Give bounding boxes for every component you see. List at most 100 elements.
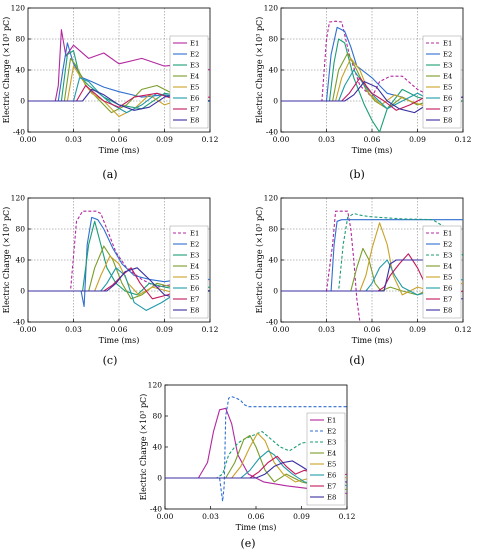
legend-label-e8: E8 xyxy=(190,307,199,315)
x-tick-label: 0.00 xyxy=(273,135,290,144)
legend-box xyxy=(169,35,209,129)
panel-label: (d) xyxy=(349,354,365,367)
y-tick-label: 120 xyxy=(148,381,163,390)
y-tick-label: -40 xyxy=(266,128,278,137)
x-tick-label: 0.06 xyxy=(364,135,381,144)
x-axis-title: Time (ms) xyxy=(99,336,140,345)
y-axis-title: Electric Charge (×10³ pC) xyxy=(139,394,148,501)
legend-label-e6: E6 xyxy=(190,95,199,103)
x-tick-label: 0.00 xyxy=(157,512,174,521)
legend: E1 E2 E3 E4 E5 E6 E7 E8 xyxy=(422,225,462,319)
legend-box xyxy=(422,225,462,319)
panel-b: 0.00 0.03 0.06 0.09 0.12 -40 0 40 80 120 Time (ms)… xyxy=(255,4,472,182)
y-tick-label: 0 xyxy=(273,287,278,296)
x-tick-label: 0.12 xyxy=(202,325,219,334)
panel-c: 0.00 0.03 0.06 0.09 0.12 -40 0 40 80 120 Time (ms)… xyxy=(2,194,219,368)
legend-label-e4: E4 xyxy=(327,450,336,458)
legend-label-e7: E7 xyxy=(443,296,452,304)
y-tick-label: 120 xyxy=(264,4,279,13)
legend-label-e8: E8 xyxy=(327,494,336,502)
series-line-e4 xyxy=(165,434,347,491)
x-tick-label: 0.12 xyxy=(455,135,472,144)
y-tick-label: 120 xyxy=(11,194,26,203)
y-tick-label: 80 xyxy=(15,225,25,234)
legend-label-e8: E8 xyxy=(443,117,452,125)
y-tick-label: 120 xyxy=(264,194,279,203)
y-tick-label: 40 xyxy=(268,66,278,75)
y-tick-label: 40 xyxy=(15,256,25,265)
legend-label-e3: E3 xyxy=(190,62,199,70)
panel-d: 0.00 0.03 0.06 0.09 0.12 -40 0 40 80 120 Time (ms)… xyxy=(255,194,472,368)
panel-a: 0.00 0.03 0.06 0.09 0.12 -40 0 40 80 120 Time (ms)… xyxy=(2,4,219,182)
series-line-e1 xyxy=(28,210,210,292)
series-line-e5 xyxy=(281,222,463,296)
legend-label-e4: E4 xyxy=(190,73,199,81)
series-line-e1 xyxy=(165,407,347,495)
series-line-e3 xyxy=(281,212,463,292)
y-tick-label: 80 xyxy=(268,225,278,234)
legend-label-e1: E1 xyxy=(327,417,336,425)
series-line-e2 xyxy=(165,396,347,502)
legend-box xyxy=(306,412,346,506)
y-axis-title: Electric Charge (×10³ pC) xyxy=(255,17,264,124)
series-lines xyxy=(28,29,210,118)
y-tick-label: 0 xyxy=(273,97,278,106)
legend-label-e5: E5 xyxy=(327,461,336,469)
panel-label: (c) xyxy=(103,354,118,367)
legend: E1 E2 E3 E4 E5 E6 E7 E8 xyxy=(422,35,462,129)
panel-label: (e) xyxy=(240,537,255,550)
legend-box xyxy=(422,35,462,129)
y-tick-label: 120 xyxy=(11,4,26,13)
series-line-e4 xyxy=(281,247,463,296)
legend-label-e7: E7 xyxy=(190,106,199,114)
legend: E1 E2 E3 E4 E5 E6 E7 E8 xyxy=(169,225,209,319)
legend-label-e6: E6 xyxy=(443,95,452,103)
series-line-e1 xyxy=(28,29,210,102)
legend-label-e5: E5 xyxy=(190,84,199,92)
series-line-e1 xyxy=(281,210,361,322)
x-tick-label: 0.06 xyxy=(248,512,265,521)
legend-label-e7: E7 xyxy=(190,296,199,304)
panel-label: (a) xyxy=(102,168,117,181)
legend-box xyxy=(169,225,209,319)
x-tick-label: 0.00 xyxy=(20,325,37,334)
legend-label-e6: E6 xyxy=(190,285,199,293)
legend: E1 E2 E3 E4 E5 E6 E7 E8 xyxy=(306,412,346,506)
legend: E1 E2 E3 E4 E5 E6 E7 E8 xyxy=(169,35,209,129)
x-axis-title: Time (ms) xyxy=(352,336,393,345)
legend-label-e6: E6 xyxy=(443,285,452,293)
x-tick-label: 0.09 xyxy=(156,325,173,334)
y-axis-title: Electric Charge (×10³ pC) xyxy=(2,207,11,314)
series-line-e3 xyxy=(281,38,463,132)
x-tick-label: 0.12 xyxy=(339,512,356,521)
legend-label-e3: E3 xyxy=(443,252,452,260)
x-tick-label: 0.12 xyxy=(202,135,219,144)
x-tick-label: 0.09 xyxy=(409,325,426,334)
x-tick-label: 0.09 xyxy=(293,512,310,521)
y-tick-label: 0 xyxy=(20,287,25,296)
legend-label-e1: E1 xyxy=(443,230,452,238)
legend-label-e7: E7 xyxy=(327,483,336,491)
y-tick-label: 80 xyxy=(15,35,25,44)
x-tick-label: 0.03 xyxy=(318,325,335,334)
legend-label-e3: E3 xyxy=(443,62,452,70)
series-line-e5 xyxy=(281,57,463,110)
x-axis-title: Time (ms) xyxy=(236,523,277,532)
panel-e: 0.00 0.03 0.06 0.09 0.12 -40 0 40 80 120 Time (ms)… xyxy=(139,381,356,550)
y-tick-label: 0 xyxy=(157,474,162,483)
series-line-e5 xyxy=(28,65,210,118)
legend-label-e1: E1 xyxy=(443,40,452,48)
y-tick-label: -40 xyxy=(266,318,278,327)
legend-label-e7: E7 xyxy=(443,106,452,114)
x-tick-label: 0.09 xyxy=(156,135,173,144)
y-tick-label: -40 xyxy=(13,128,25,137)
series-line-e7 xyxy=(28,84,210,108)
x-tick-label: 0.00 xyxy=(273,325,290,334)
legend-label-e4: E4 xyxy=(443,263,452,271)
legend-label-e2: E2 xyxy=(327,428,336,436)
y-tick-label: 0 xyxy=(20,97,25,106)
legend-label-e3: E3 xyxy=(190,252,199,260)
x-tick-label: 0.03 xyxy=(202,512,219,521)
legend-label-e5: E5 xyxy=(190,274,199,282)
legend-label-e3: E3 xyxy=(327,439,336,447)
